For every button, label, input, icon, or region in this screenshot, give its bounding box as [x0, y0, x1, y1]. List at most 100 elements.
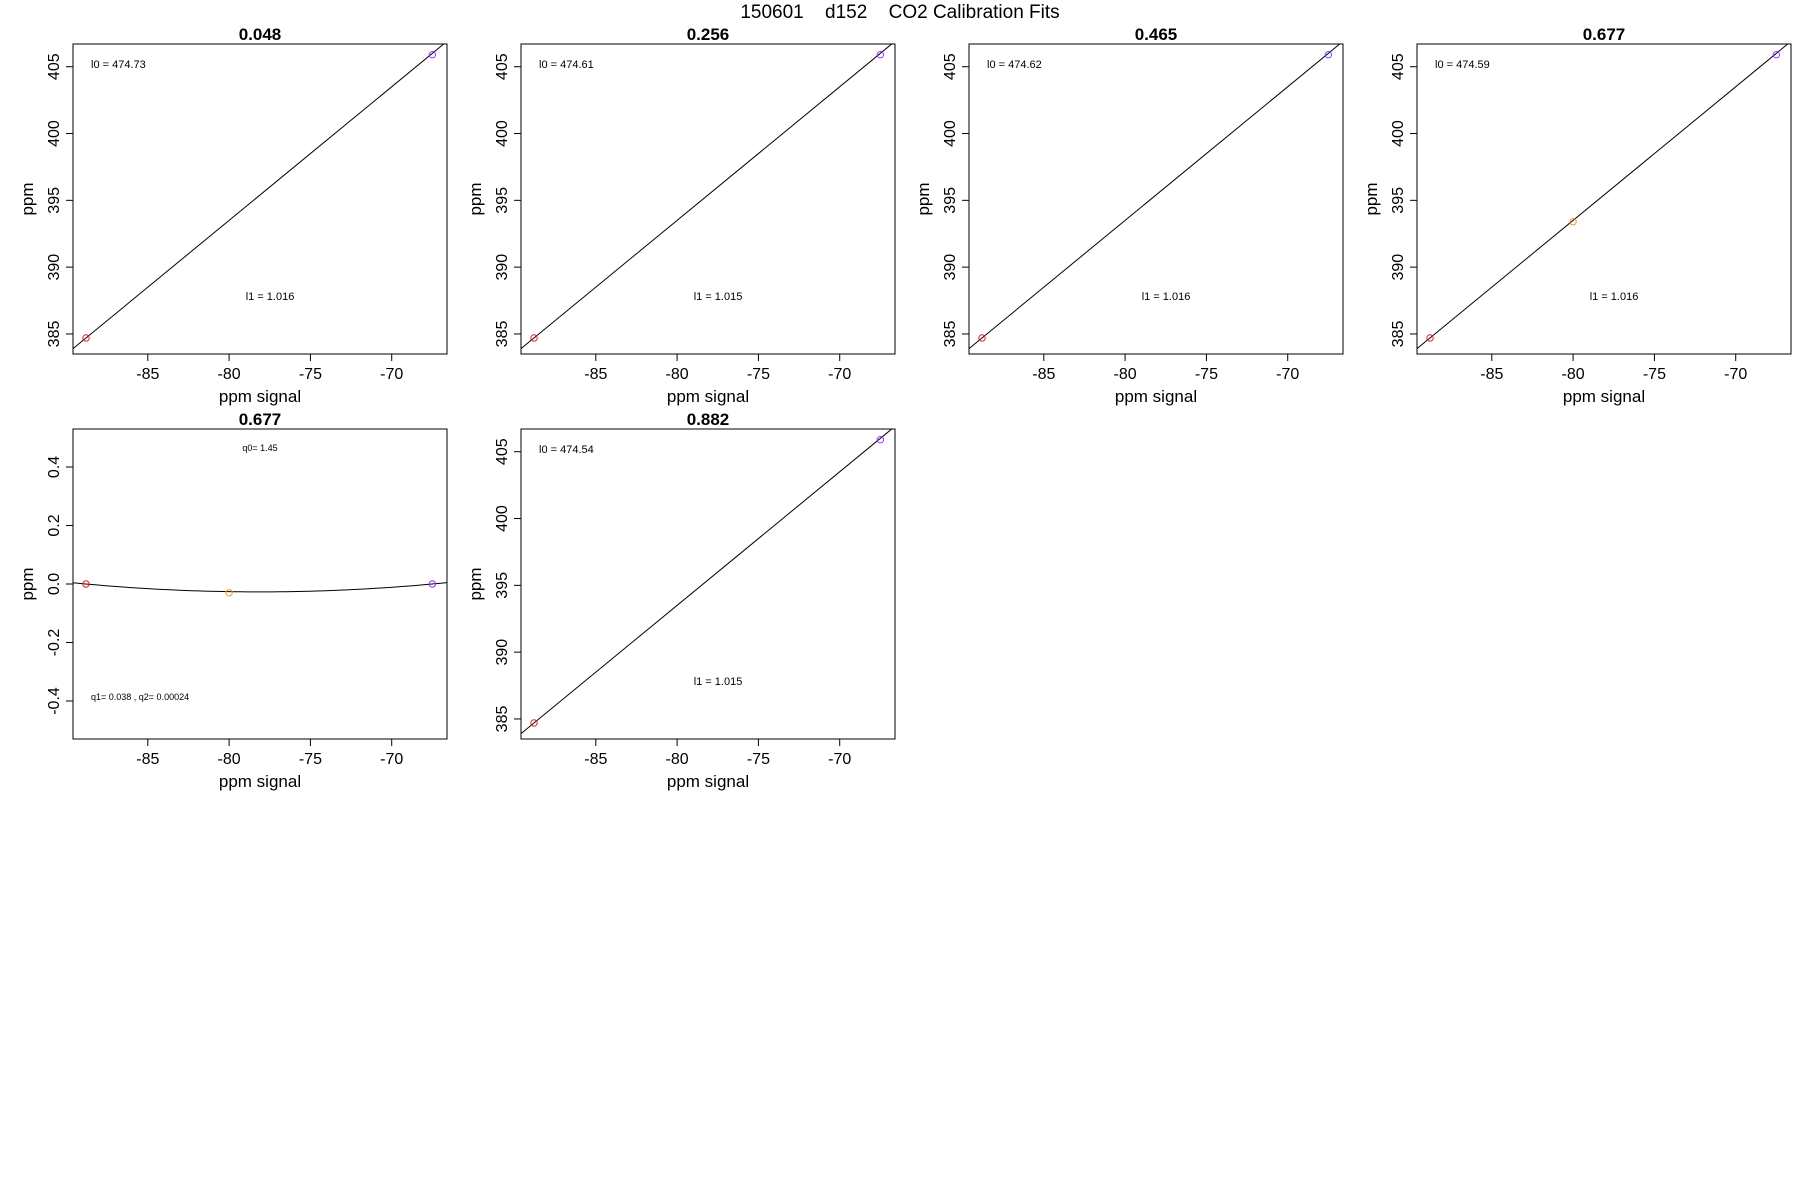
y-tick-label: 390 — [494, 254, 511, 281]
panel-annotation: l1 = 1.016 — [246, 291, 295, 303]
fit-group — [73, 44, 445, 350]
data-point — [1569, 218, 1577, 226]
y-axis-label: ppm — [18, 567, 37, 600]
x-tick-label: -80 — [666, 366, 689, 383]
x-tick-label: -85 — [584, 751, 607, 768]
x-tick-label: -80 — [1114, 366, 1137, 383]
y-tick-label: 405 — [46, 53, 63, 80]
data-point — [82, 334, 90, 342]
panel-title: 0.882 — [687, 410, 730, 429]
y-tick-label: 400 — [1390, 120, 1407, 147]
fit-line — [521, 429, 893, 735]
y-tick-label: 385 — [1390, 321, 1407, 348]
fit-curve — [73, 582, 447, 593]
y-tick-label: 385 — [494, 706, 511, 733]
panel-annotation: l1 = 1.015 — [694, 291, 743, 303]
y-tick-label: 390 — [46, 254, 63, 281]
x-tick-label: -75 — [747, 366, 770, 383]
x-tick-label: -70 — [828, 366, 851, 383]
x-tick-label: -80 — [1562, 366, 1585, 383]
x-axis-label: ppm signal — [667, 772, 749, 791]
y-tick-label: 400 — [942, 120, 959, 147]
panel-annotation: l0 = 474.54 — [539, 444, 594, 456]
panel-annotation: l0 = 474.62 — [987, 59, 1042, 71]
y-tick-label: 400 — [494, 120, 511, 147]
x-tick-label: -75 — [299, 751, 322, 768]
figure-title: 150601 d152 CO2 Calibration Fits — [0, 2, 1800, 24]
y-tick-label: 395 — [46, 187, 63, 214]
x-tick-label: -85 — [1032, 366, 1055, 383]
y-tick-label: 405 — [494, 438, 511, 465]
x-tick-label: -85 — [584, 366, 607, 383]
figure-title-id: d152 — [825, 2, 868, 23]
chart-panel-4: 0.677 -85 -80 -75 -70 ppm signal 385 390 395 400 4… — [1362, 25, 1792, 406]
x-tick-label: -70 — [380, 366, 403, 383]
plot-frame — [1416, 43, 1792, 355]
y-axis-label: ppm — [18, 182, 37, 215]
data-point — [428, 580, 437, 588]
panel-annotation: l0 = 474.61 — [539, 59, 594, 71]
x-tick-label: -70 — [828, 751, 851, 768]
x-tick-label: -85 — [136, 366, 159, 383]
fit-group — [73, 582, 447, 593]
x-tick-label: -70 — [1276, 366, 1299, 383]
panel-title: 0.677 — [1583, 25, 1626, 44]
y-tick-label: 0.2 — [46, 514, 63, 536]
x-tick-label: -80 — [218, 751, 241, 768]
plot-frame — [520, 428, 896, 740]
panel-annotation: l1 = 1.016 — [1590, 291, 1639, 303]
panel-annotation: l0 = 474.73 — [91, 59, 146, 71]
chart-panel-6: 0.882 -85 -80 -75 -70 ppm signal 385 390 395 400 4… — [466, 410, 896, 791]
y-tick-label: 385 — [494, 321, 511, 348]
fit-group — [1417, 44, 1789, 350]
data-point — [876, 50, 885, 59]
x-axis-label: ppm signal — [1563, 387, 1645, 406]
plot-frame — [968, 43, 1344, 355]
plot-frame — [72, 43, 448, 355]
y-tick-label: 395 — [494, 572, 511, 599]
y-tick-label: 390 — [494, 639, 511, 666]
y-tick-label: 385 — [942, 321, 959, 348]
data-point — [1324, 50, 1333, 59]
plot-frame — [520, 43, 896, 355]
fit-group — [521, 429, 893, 735]
panel-title: 0.677 — [239, 410, 282, 429]
data-point — [428, 50, 437, 59]
data-point — [530, 719, 538, 727]
x-axis-label: ppm signal — [219, 387, 301, 406]
y-tick-label: 395 — [494, 187, 511, 214]
y-tick-label: 0.4 — [46, 456, 63, 478]
x-tick-label: -75 — [747, 751, 770, 768]
x-tick-label: -70 — [1724, 366, 1747, 383]
data-point — [1426, 334, 1434, 342]
x-tick-label: -80 — [218, 366, 241, 383]
fit-line — [1417, 44, 1789, 350]
y-axis-label: ppm — [1362, 182, 1381, 215]
data-point — [978, 334, 986, 342]
y-tick-label: 395 — [942, 187, 959, 214]
x-tick-label: -75 — [299, 366, 322, 383]
x-tick-label: -85 — [136, 751, 159, 768]
fit-line — [969, 44, 1341, 350]
data-point — [1772, 50, 1781, 59]
x-tick-label: -85 — [1480, 366, 1503, 383]
fit-line — [73, 44, 445, 350]
y-tick-label: 385 — [46, 321, 63, 348]
y-tick-label: 395 — [1390, 187, 1407, 214]
chart-panel-2: 0.256 -85 -80 -75 -70 ppm signal 385 390 395 400 4… — [466, 25, 896, 406]
panel-title: 0.465 — [1135, 25, 1178, 44]
fit-group — [521, 44, 893, 350]
panel-title: 0.256 — [687, 25, 730, 44]
y-tick-label: 390 — [1390, 254, 1407, 281]
panel-annotation: l1 = 1.016 — [1142, 291, 1191, 303]
y-tick-label: 400 — [46, 120, 63, 147]
y-axis-label: ppm — [466, 567, 485, 600]
figure-title-date: 150601 — [740, 2, 804, 23]
panel-annotation: q1= 0.038 , q2= 0.00024 — [91, 692, 189, 702]
y-tick-label: 405 — [942, 53, 959, 80]
data-point — [530, 334, 538, 342]
x-tick-label: -75 — [1643, 366, 1666, 383]
y-tick-label: 405 — [1390, 53, 1407, 80]
